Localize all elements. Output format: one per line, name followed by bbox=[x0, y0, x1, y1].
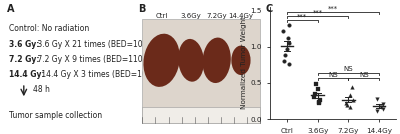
Point bbox=[349, 86, 356, 88]
Text: NS: NS bbox=[328, 72, 338, 77]
Point bbox=[280, 30, 286, 32]
Point bbox=[350, 99, 356, 101]
Text: 3.6 Gy:: 3.6 Gy: bbox=[9, 40, 40, 49]
Point bbox=[311, 96, 317, 98]
Point bbox=[285, 37, 291, 39]
Text: ***: *** bbox=[297, 14, 307, 20]
Point bbox=[313, 83, 319, 85]
Text: 7.2Gy: 7.2Gy bbox=[206, 13, 227, 19]
Text: 14.4 Gy:: 14.4 Gy: bbox=[9, 70, 45, 79]
Text: NS: NS bbox=[359, 72, 368, 77]
Text: 48 h: 48 h bbox=[33, 85, 50, 94]
Text: Control: No radiation: Control: No radiation bbox=[9, 24, 90, 33]
Point bbox=[378, 106, 385, 108]
Point bbox=[380, 108, 386, 110]
Point bbox=[373, 110, 380, 112]
Text: 7.2 Gy X 9 times (BED=110 Gy): 7.2 Gy X 9 times (BED=110 Gy) bbox=[35, 55, 158, 64]
Ellipse shape bbox=[231, 46, 250, 75]
Text: B: B bbox=[138, 4, 146, 14]
Point bbox=[286, 42, 292, 44]
Point bbox=[286, 63, 292, 65]
Text: ***: *** bbox=[312, 10, 323, 16]
Point bbox=[347, 94, 353, 96]
FancyBboxPatch shape bbox=[142, 19, 260, 123]
Text: 3.6 Gy X 21 times (BED=103 Gy): 3.6 Gy X 21 times (BED=103 Gy) bbox=[35, 40, 164, 49]
Point bbox=[374, 98, 380, 100]
Point bbox=[312, 93, 318, 95]
Text: A: A bbox=[7, 4, 14, 14]
Ellipse shape bbox=[202, 38, 231, 83]
Ellipse shape bbox=[178, 39, 204, 82]
Ellipse shape bbox=[144, 34, 180, 87]
Point bbox=[281, 60, 288, 62]
Text: C: C bbox=[266, 4, 273, 14]
Text: 14.4 Gy X 3 times (BED=105 Gy): 14.4 Gy X 3 times (BED=105 Gy) bbox=[39, 70, 167, 79]
Y-axis label: Normalized Tumor Weight: Normalized Tumor Weight bbox=[241, 16, 247, 109]
Point bbox=[281, 54, 288, 56]
Point bbox=[344, 104, 350, 107]
FancyBboxPatch shape bbox=[142, 107, 260, 123]
Text: NS: NS bbox=[344, 66, 353, 72]
Point bbox=[315, 88, 321, 90]
Text: 3.6Gy: 3.6Gy bbox=[181, 13, 202, 19]
Text: 7.2 Gy:: 7.2 Gy: bbox=[9, 55, 40, 64]
Point bbox=[284, 48, 290, 50]
Point bbox=[316, 101, 322, 103]
Point bbox=[343, 102, 349, 104]
Text: ***: *** bbox=[328, 5, 338, 11]
Point bbox=[317, 99, 323, 101]
Point bbox=[316, 102, 322, 104]
Text: Ctrl: Ctrl bbox=[156, 13, 168, 19]
Text: 14.4Gy: 14.4Gy bbox=[228, 13, 254, 19]
Point bbox=[380, 103, 386, 105]
Point bbox=[347, 106, 354, 108]
Text: Tumor sample collection: Tumor sample collection bbox=[9, 111, 102, 120]
Point bbox=[286, 24, 292, 26]
